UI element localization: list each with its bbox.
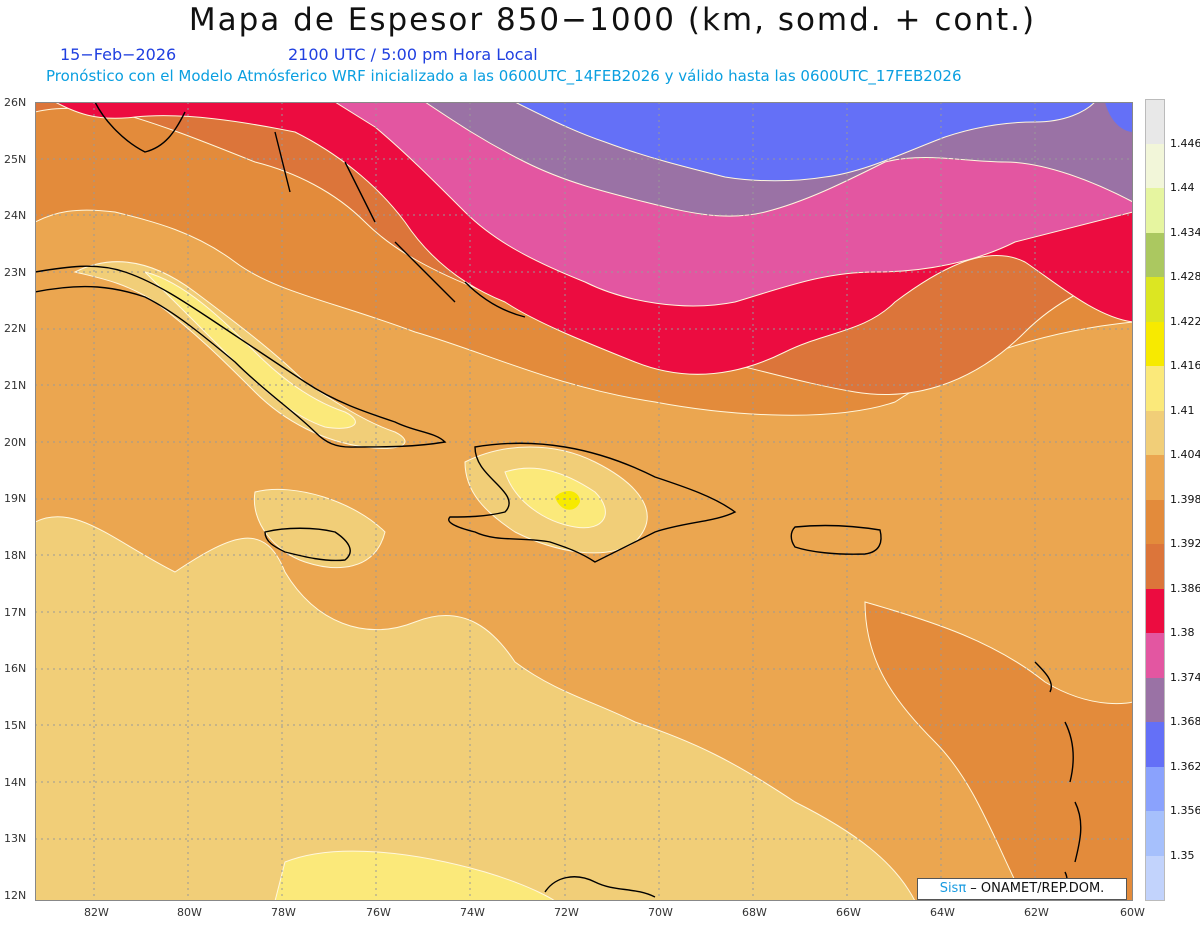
- colorbar-label: 1.374: [1170, 671, 1200, 684]
- colorbar-seg: [1146, 322, 1164, 366]
- colorbar-label: 1.362: [1170, 760, 1200, 773]
- colorbar-label: 1.422: [1170, 315, 1200, 328]
- lat-tick: 19N: [4, 492, 27, 505]
- lon-tick: 66W: [836, 906, 861, 919]
- field-1416-hispaniola: [555, 490, 580, 510]
- map-frame: [35, 102, 1133, 901]
- coast-florida: [94, 102, 186, 153]
- lat-tick: 12N: [4, 889, 27, 902]
- colorbar-label: 1.404: [1170, 448, 1200, 461]
- coast-bahamas: [274, 131, 526, 318]
- field-1404-south: [35, 516, 916, 901]
- lon-tick: 60W: [1120, 906, 1145, 919]
- colorbar-seg: [1146, 678, 1164, 722]
- colorbar-label: 1.386: [1170, 582, 1200, 595]
- lon-tick: 62W: [1024, 906, 1049, 919]
- colorbar-label: 1.41: [1170, 404, 1195, 417]
- colorbar-seg: [1146, 233, 1164, 277]
- lat-tick: 23N: [4, 266, 27, 279]
- lat-tick: 16N: [4, 662, 27, 675]
- colorbar-seg: [1146, 811, 1164, 856]
- colorbar-label: 1.35: [1170, 849, 1195, 862]
- field-1362-corner: [1105, 102, 1133, 132]
- colorbar-seg: [1146, 188, 1164, 233]
- lat-tick: 24N: [4, 209, 27, 222]
- colorbar-label: 1.446: [1170, 137, 1200, 150]
- lat-tick: 18N: [4, 549, 27, 562]
- credit-text: – ONAMET/REP.DOM.: [966, 881, 1105, 896]
- colorbar-seg: [1146, 366, 1164, 411]
- colorbar-label: 1.368: [1170, 715, 1200, 728]
- colorbar-label: 1.428: [1170, 270, 1200, 283]
- lon-tick: 72W: [554, 906, 579, 919]
- lat-tick: 21N: [4, 379, 27, 392]
- graticule: [35, 102, 1133, 901]
- lat-tick: 13N: [4, 832, 27, 845]
- lon-tick: 82W: [84, 906, 109, 919]
- colorbar-seg: [1146, 633, 1164, 678]
- colorbar-label: 1.38: [1170, 626, 1195, 639]
- colorbar-label: 1.356: [1170, 804, 1200, 817]
- colorbar-seg: [1146, 767, 1164, 811]
- colorbar-label: 1.434: [1170, 226, 1200, 239]
- coast-cuba: [35, 265, 447, 448]
- colorbar-label: 1.416: [1170, 359, 1200, 372]
- lon-tick: 64W: [930, 906, 955, 919]
- field-1410-hispaniola: [504, 467, 606, 529]
- colorbar-label: 1.392: [1170, 537, 1200, 550]
- coast-puerto-rico: [790, 524, 882, 555]
- valid-date: 15−Feb−2026: [60, 45, 177, 64]
- lat-tick: 15N: [4, 719, 27, 732]
- colorbar-seg: [1146, 455, 1164, 500]
- lat-tick: 14N: [4, 776, 27, 789]
- colorbar-seg: [1146, 856, 1164, 900]
- sispi-logo: Sisπ: [939, 881, 967, 896]
- colorbar-label: 1.398: [1170, 493, 1200, 506]
- lon-tick: 74W: [460, 906, 485, 919]
- valid-time: 2100 UTC / 5:00 pm Hora Local: [288, 45, 538, 64]
- colorbar-seg: [1146, 411, 1164, 455]
- lon-tick: 76W: [366, 906, 391, 919]
- coast-south-america: [544, 876, 656, 898]
- lat-tick: 25N: [4, 153, 27, 166]
- colorbar-seg: [1146, 144, 1164, 188]
- coast-hispaniola: [448, 442, 737, 563]
- field-1404-jamaica: [253, 488, 386, 568]
- colorbar-seg: [1146, 100, 1164, 144]
- map-title: Mapa de Espesor 850−1000 (km, somd. + co…: [188, 2, 1037, 38]
- field-1392-east: [864, 601, 1133, 901]
- coast-lesser-antilles: [1034, 661, 1082, 898]
- lat-tick: 20N: [4, 436, 27, 449]
- lat-tick: 26N: [4, 96, 27, 109]
- colorbar-seg: [1146, 277, 1164, 322]
- colorbar-seg: [1146, 722, 1164, 767]
- colorbar-seg: [1146, 589, 1164, 633]
- coastlines: [35, 102, 1082, 898]
- lat-tick: 17N: [4, 606, 27, 619]
- lon-tick: 70W: [648, 906, 673, 919]
- lon-tick: 68W: [742, 906, 767, 919]
- colorbar-label: 1.44: [1170, 181, 1195, 194]
- model-run-info: Pronóstico con el Modelo Atmósferico WRF…: [46, 67, 962, 85]
- lon-tick: 78W: [271, 906, 296, 919]
- colorbar-seg: [1146, 544, 1164, 589]
- coast-jamaica: [264, 527, 351, 562]
- colorbar: [1145, 99, 1165, 901]
- lon-tick: 80W: [177, 906, 202, 919]
- field-1410-south: [274, 850, 556, 901]
- credit-box: Sisπ – ONAMET/REP.DOM.: [917, 878, 1127, 900]
- lat-tick: 22N: [4, 322, 27, 335]
- field-1362: [514, 102, 1096, 182]
- colorbar-seg: [1146, 500, 1164, 544]
- thickness-map: [35, 102, 1133, 901]
